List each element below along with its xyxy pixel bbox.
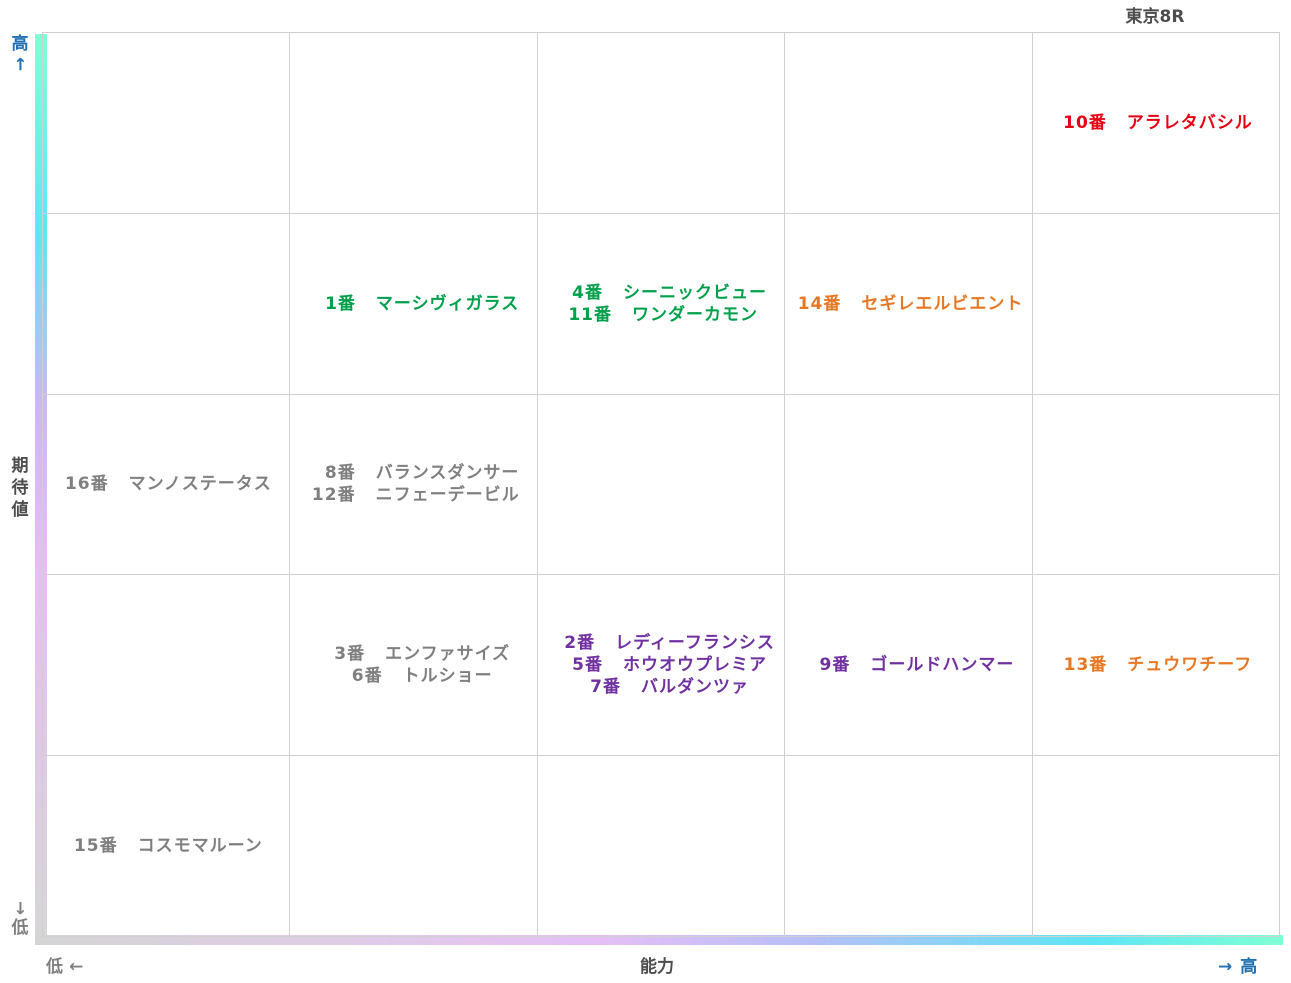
grid-cell-r0-c4: 10番 アラレタバシル xyxy=(1031,33,1279,214)
grid-cell-r3-c3: 9番 ゴールドハンマー xyxy=(784,575,1032,757)
grid-cell-r4-c0: 15番 コスモマルーン xyxy=(42,756,290,937)
horse-name: コスモマルーン xyxy=(137,836,263,857)
x-axis-title: 能力 xyxy=(640,957,674,977)
horse-entry: 11番 ワンダーカモン xyxy=(564,304,758,326)
horse-entry: 1番 マーシヴィガラス xyxy=(308,293,519,315)
grid-cell-r1-c0 xyxy=(42,213,290,395)
y-axis-title-char: 待 xyxy=(11,478,29,498)
x-low-text: 低 xyxy=(46,957,69,977)
horse-name: アラレタバシル xyxy=(1126,112,1253,133)
horse-name: エンファサイズ xyxy=(385,644,511,665)
horse-number: 7番 xyxy=(590,677,621,698)
horse-entry: 16番 マンノステータス xyxy=(61,473,272,495)
grid-cell-r0-c3 xyxy=(784,33,1032,214)
grid-cell-r2-c4 xyxy=(1031,394,1279,576)
y-axis-title-char: 値 xyxy=(11,500,29,520)
x-axis-high-label: →高 xyxy=(1218,952,1265,977)
y-low-text: 低 xyxy=(11,918,29,938)
arrow-up-icon: ← xyxy=(10,56,30,72)
horse-name: セギレエルビエント xyxy=(861,293,1024,314)
horse-entry: 6番 トルショー xyxy=(335,665,493,687)
matrix-grid: 10番 アラレタバシル 1番 マーシヴィガラス 4番 シーニックビュー 11番 ワンダーカモン… xyxy=(42,32,1280,937)
y-axis-gradient-bar xyxy=(35,34,47,942)
grid-cell-r3-c1: 3番 エンファサイズ 6番 トルショー xyxy=(289,575,537,757)
grid-cell-r4-c4 xyxy=(1031,756,1279,937)
horse-entry: 2番 レディーフランシス xyxy=(547,632,775,654)
grid-cell-r4-c3 xyxy=(784,756,1032,937)
grid-cell-r0-c0 xyxy=(42,33,290,214)
horse-entry: 12番 ニフェーデービル xyxy=(308,484,520,506)
horse-name: バルダンツァ xyxy=(640,677,749,698)
horse-entry: 15番 コスモマルーン xyxy=(70,835,263,857)
grid-cell-r0-c1 xyxy=(289,33,537,214)
horse-name: ゴールドハンマー xyxy=(870,655,1015,676)
grid-cell-r2-c3 xyxy=(784,394,1032,576)
grid-cell-r1-c3: 14番 セギレエルビエント xyxy=(784,213,1032,395)
horse-number: 8番 xyxy=(324,463,356,484)
y-axis-low-label: → 低 xyxy=(10,898,30,938)
horse-name: バランスダンサー xyxy=(375,463,520,484)
grid-cell-r2-c1: 8番 バランスダンサー 12番 ニフェーデービル xyxy=(289,394,537,576)
horse-entry: 4番 シーニックビュー xyxy=(555,282,767,304)
x-axis-gradient-bar xyxy=(35,935,1283,945)
y-axis-high-label: 高 ← xyxy=(10,34,30,74)
y-axis-title: 期待値 xyxy=(10,455,30,521)
horse-name: マーシヴィガラス xyxy=(375,293,520,314)
grid-cell-r2-c0: 16番 マンノステータス xyxy=(42,394,290,576)
horse-number: 10番 xyxy=(1063,112,1107,133)
horse-number: 11番 xyxy=(568,304,612,325)
horse-entry: 5番 ホウオウプレミア xyxy=(555,654,767,676)
arrow-left-icon: ← xyxy=(69,957,90,977)
horse-number: 16番 xyxy=(64,474,109,495)
horse-number: 3番 xyxy=(334,644,366,665)
horse-name: レディーフランシス xyxy=(615,633,775,654)
horse-name: マンノステータス xyxy=(128,474,272,495)
horse-name: ワンダーカモン xyxy=(631,304,758,325)
grid-cell-r1-c2: 4番 シーニックビュー 11番 ワンダーカモン xyxy=(536,213,785,395)
x-axis-low-label: 低← xyxy=(46,952,89,977)
grid-cell-r1-c1: 1番 マーシヴィガラス xyxy=(289,213,537,395)
horse-name: シーニックビュー xyxy=(622,282,767,303)
horse-entry: 7番 バルダンツァ xyxy=(573,676,749,698)
horse-entry: 13番 チュウワチーフ xyxy=(1059,654,1252,676)
horse-number: 14番 xyxy=(797,293,842,314)
horse-entry: 3番 エンファサイズ xyxy=(317,643,510,665)
grid-cell-r0-c2 xyxy=(536,33,785,214)
horse-number: 2番 xyxy=(564,633,596,654)
horse-entry: 10番 アラレタバシル xyxy=(1059,112,1253,134)
horse-entry: 14番 セギレエルビエント xyxy=(793,293,1023,315)
horse-number: 13番 xyxy=(1063,655,1108,676)
arrow-down-icon: → xyxy=(10,900,30,916)
x-high-text: 高 xyxy=(1240,957,1266,977)
horse-entry: 9番 ゴールドハンマー xyxy=(802,654,1014,676)
chart-title: 東京8R xyxy=(1125,7,1185,27)
horse-number: 9番 xyxy=(819,655,851,676)
horse-name: チュウワチーフ xyxy=(1127,655,1253,676)
grid-cell-r3-c0 xyxy=(42,575,290,757)
y-high-text: 高 xyxy=(11,34,29,54)
grid-cell-r3-c2: 2番 レディーフランシス 5番 ホウオウプレミア 7番 バルダンツァ xyxy=(536,575,785,757)
grid-cell-r4-c1 xyxy=(289,756,537,937)
horse-number: 6番 xyxy=(351,666,383,687)
horse-name: トルショー xyxy=(402,666,493,687)
horse-name: ニフェーデービル xyxy=(375,485,520,506)
arrow-right-icon: → xyxy=(1218,957,1241,977)
grid-cell-r2-c2 xyxy=(536,394,785,576)
horse-name: ホウオウプレミア xyxy=(622,655,767,676)
y-axis-title-char: 期 xyxy=(11,456,29,476)
horse-number: 4番 xyxy=(572,282,603,303)
grid-cell-r3-c4: 13番 チュウワチーフ xyxy=(1031,575,1279,757)
horse-number: 15番 xyxy=(73,836,118,857)
horse-entry: 8番 バランスダンサー xyxy=(308,462,520,484)
horse-number: 1番 xyxy=(325,293,356,314)
horse-number: 5番 xyxy=(572,655,603,676)
grid-cell-r1-c4 xyxy=(1031,213,1279,395)
horse-number: 12番 xyxy=(311,485,356,506)
grid-cell-r4-c2 xyxy=(536,756,785,937)
